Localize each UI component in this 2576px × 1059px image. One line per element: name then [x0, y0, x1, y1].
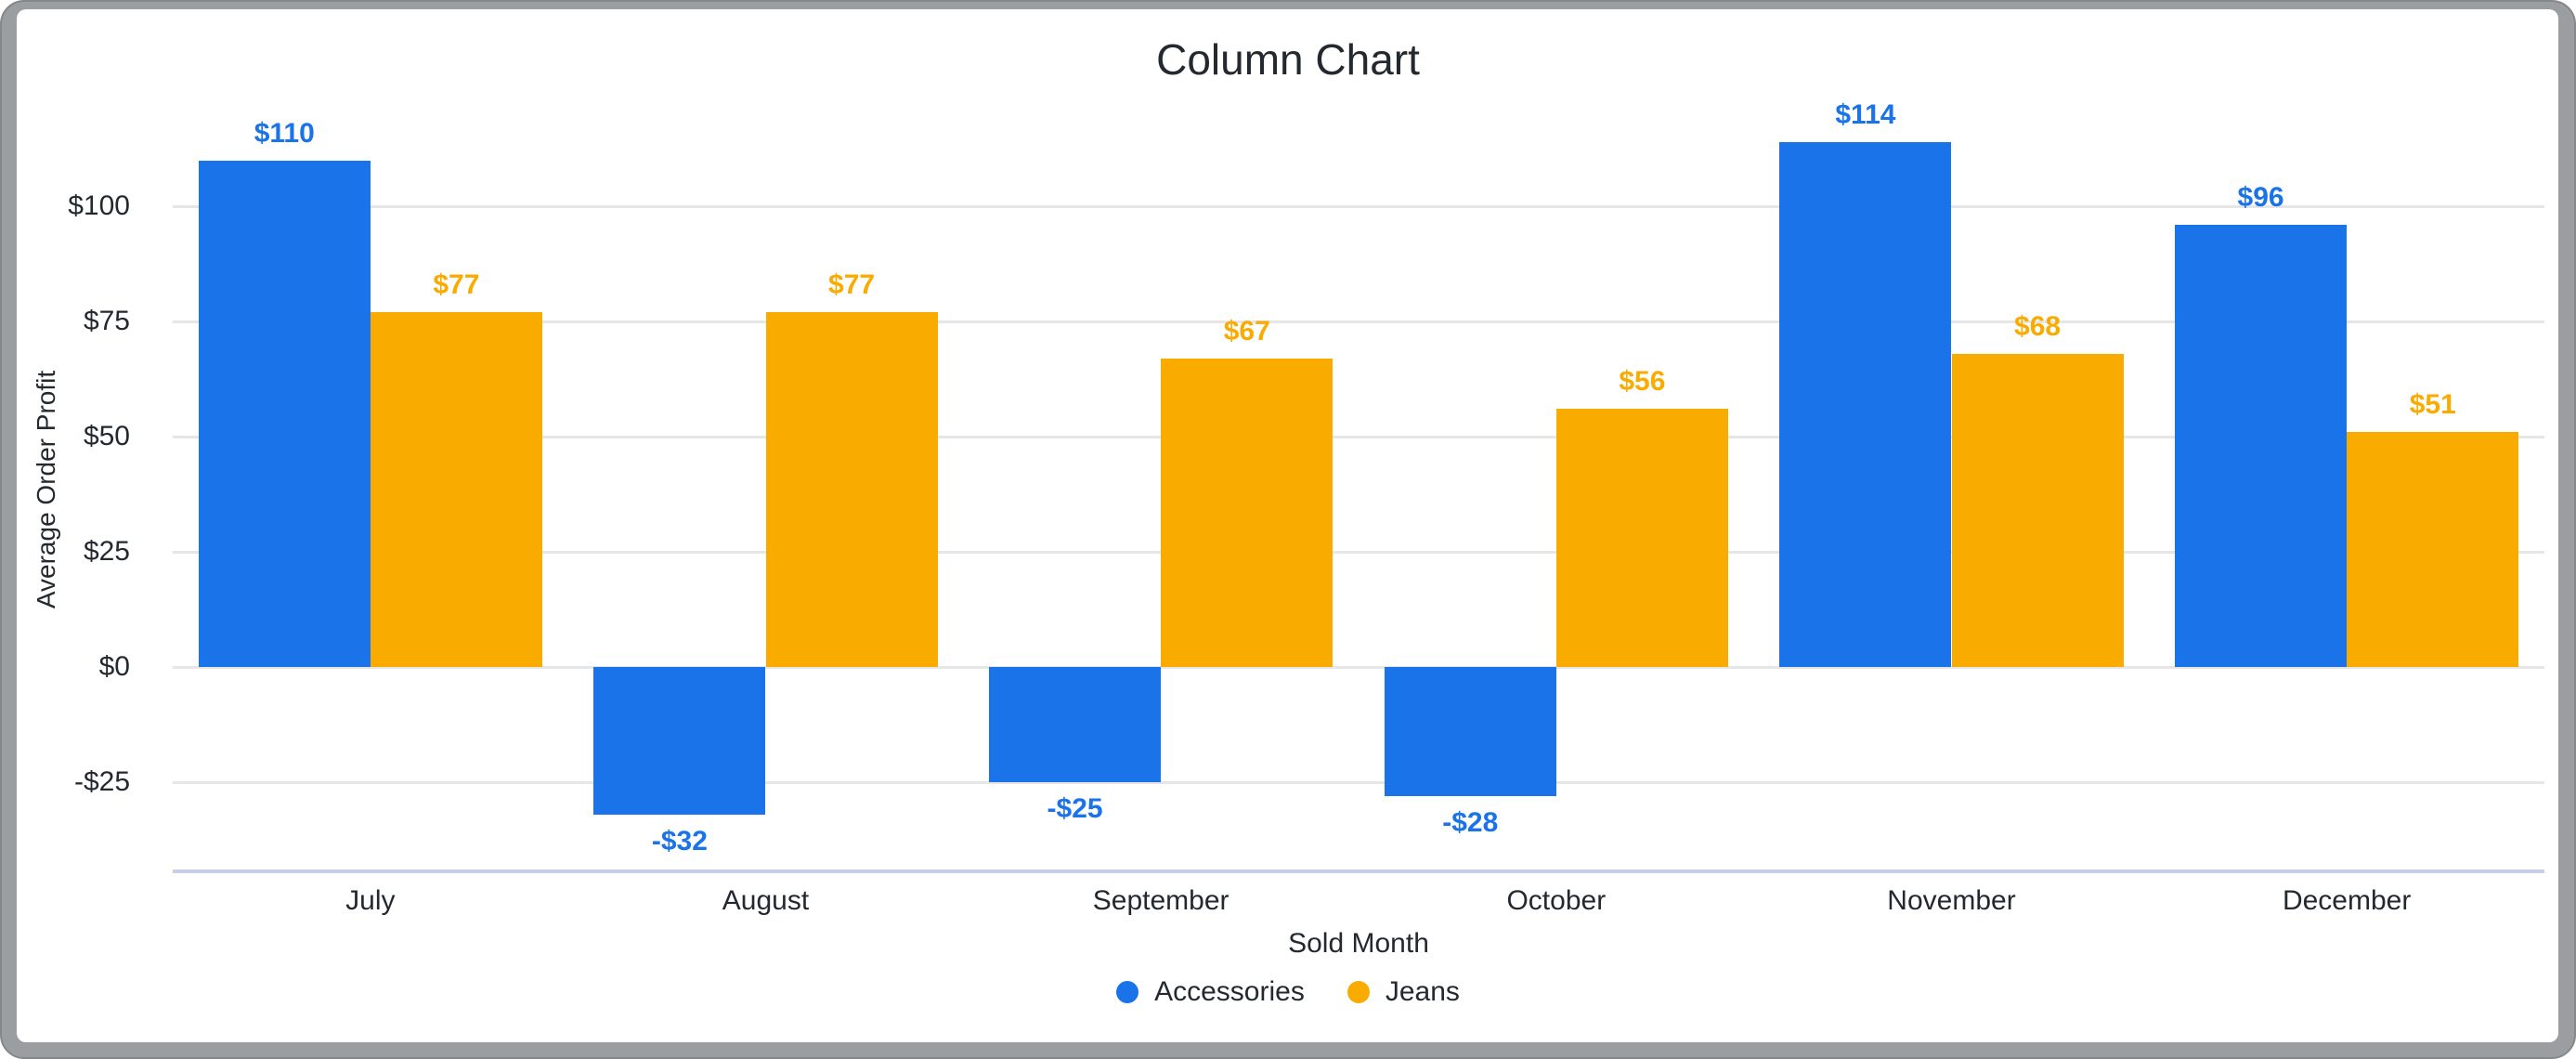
- legend-dot-jeans: [1347, 981, 1370, 1003]
- y-tick-label: $50: [83, 420, 130, 451]
- x-category-label-july: July: [345, 885, 396, 916]
- x-category-label-august: August: [722, 885, 810, 916]
- y-tick-label: $0: [98, 650, 130, 682]
- y-tick-label: $100: [68, 190, 130, 222]
- data-label-jeans-august: $77: [828, 269, 876, 301]
- gridline-75: [173, 320, 2544, 324]
- data-label-jeans-july: $77: [433, 269, 480, 301]
- gridline-25: [173, 550, 2544, 554]
- x-category-label-december: December: [2282, 885, 2412, 916]
- bar-jeans-august[interactable]: [765, 312, 938, 667]
- data-label-accessories-october: -$28: [1442, 806, 1499, 838]
- y-tick-label: -$25: [73, 765, 130, 797]
- data-label-jeans-december: $51: [2409, 389, 2456, 421]
- legend-dot-accessories: [1116, 981, 1139, 1003]
- data-label-jeans-november: $68: [2014, 310, 2062, 342]
- data-label-accessories-december: $96: [2237, 181, 2284, 213]
- gridline-50: [173, 435, 2544, 438]
- bar-accessories-july[interactable]: [198, 160, 371, 667]
- bar-jeans-september[interactable]: [1161, 358, 1334, 667]
- bar-jeans-november[interactable]: [1951, 353, 2124, 667]
- bar-accessories-december[interactable]: [2175, 224, 2348, 667]
- bar-jeans-october[interactable]: [1555, 409, 1728, 667]
- plot-area: [173, 107, 2544, 873]
- legend-label: Jeans: [1385, 976, 1460, 1007]
- legend: Accessories Jeans: [0, 975, 2576, 1009]
- bar-accessories-november[interactable]: [1779, 141, 1952, 667]
- data-label-accessories-september: -$25: [1047, 792, 1103, 824]
- x-category-label-october: October: [1506, 885, 1607, 916]
- bar-jeans-december[interactable]: [2347, 432, 2519, 667]
- y-tick-label: $25: [83, 535, 130, 567]
- legend-item-accessories[interactable]: Accessories: [1116, 975, 1305, 1009]
- x-axis-title: Sold Month: [1288, 928, 1429, 959]
- legend-label: Accessories: [1154, 976, 1305, 1007]
- legend-item-jeans[interactable]: Jeans: [1347, 975, 1460, 1009]
- bar-accessories-september[interactable]: [989, 666, 1162, 782]
- x-category-label-november: November: [1887, 885, 2016, 916]
- chart-title: Column Chart: [1156, 35, 1420, 84]
- bar-accessories-october[interactable]: [1384, 666, 1556, 796]
- gridline--25: [173, 780, 2544, 784]
- data-label-accessories-november: $114: [1835, 98, 1896, 130]
- data-label-accessories-july: $110: [254, 117, 315, 149]
- bar-jeans-july[interactable]: [370, 312, 542, 667]
- x-category-label-september: September: [1092, 885, 1229, 916]
- x-axis-line: [173, 869, 2544, 873]
- data-label-accessories-august: -$32: [651, 825, 708, 856]
- gridline-0: [173, 665, 2544, 669]
- data-label-jeans-october: $56: [1619, 366, 1666, 398]
- gridline-100: [173, 205, 2544, 209]
- data-label-jeans-september: $67: [1223, 315, 1270, 346]
- y-tick-label: $75: [83, 306, 130, 337]
- bar-accessories-august[interactable]: [593, 666, 766, 815]
- y-axis-title: Average Order Profit: [32, 370, 60, 609]
